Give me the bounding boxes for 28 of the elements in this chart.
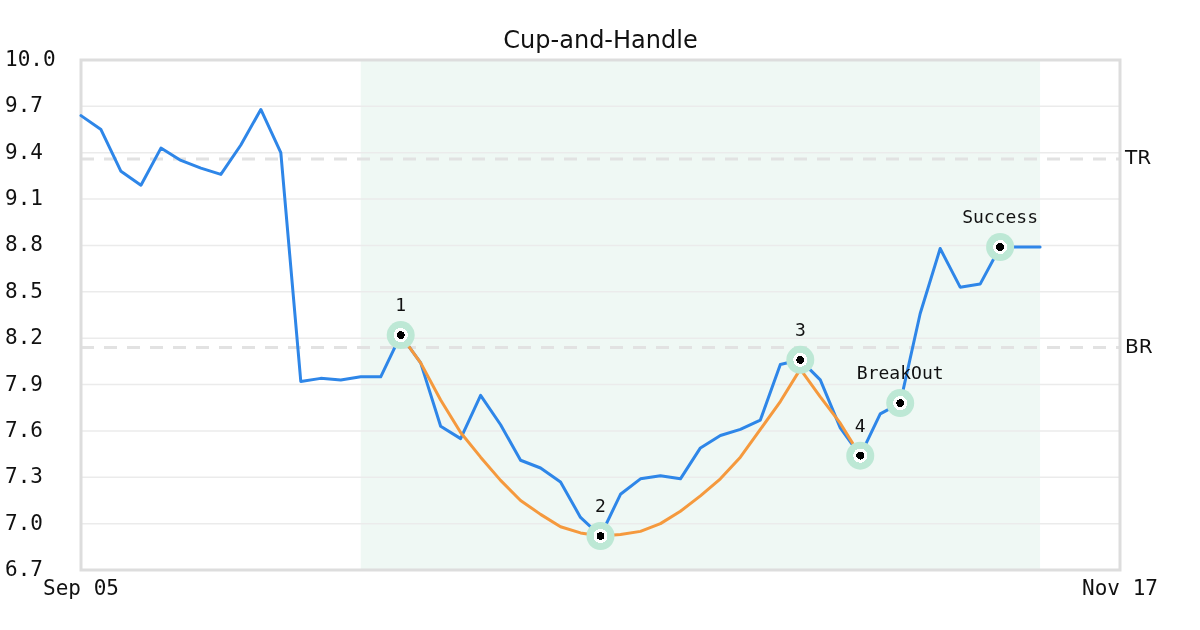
y-tick-label: 8.8 <box>5 232 43 257</box>
point <box>586 522 615 550</box>
y-tick-label: 6.7 <box>5 557 43 581</box>
y-tick-label: 9.7 <box>5 93 43 118</box>
annotation: 4 <box>854 414 866 436</box>
point <box>886 389 915 418</box>
point <box>986 233 1015 261</box>
ref-line-label: BR <box>1125 333 1153 358</box>
x-tick-label: Nov 17 <box>1082 576 1158 600</box>
x-tick-label: Sep 05 <box>43 576 119 600</box>
annotation: 2 <box>595 495 606 516</box>
chart-title: Cup-and-Handle <box>503 26 698 54</box>
y-tick-label: 7.0 <box>5 510 43 535</box>
point <box>786 345 815 374</box>
y-tick-label: 8.5 <box>5 278 43 303</box>
point <box>386 321 415 350</box>
y-tick-label: 7.6 <box>5 417 43 442</box>
y-tick-label: 7.9 <box>5 371 43 396</box>
y-tick-label: 8.2 <box>5 325 43 350</box>
point <box>846 441 875 470</box>
annotation: Success <box>962 206 1039 227</box>
ref-line-label: TR <box>1124 145 1152 170</box>
y-tick-label: 9.4 <box>5 139 43 164</box>
annotation: 3 <box>794 318 806 340</box>
y-tick-label: 9.1 <box>5 186 43 211</box>
y-tick-label: 7.3 <box>5 464 43 489</box>
y-tick-label: 10.0 <box>5 47 56 71</box>
annotation: 1 <box>395 294 407 316</box>
